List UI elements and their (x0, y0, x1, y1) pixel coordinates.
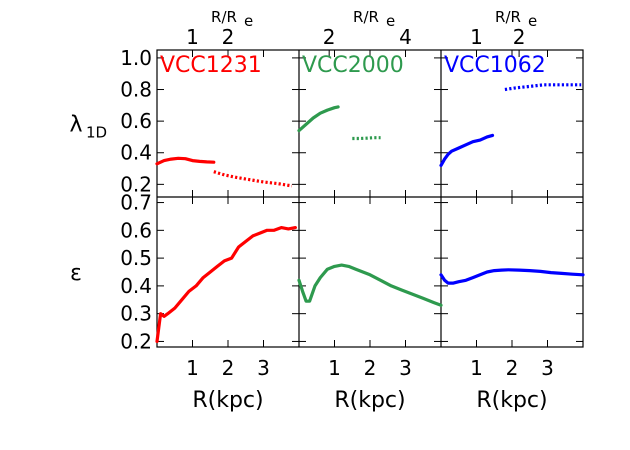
y-tick-label: 0.8 (120, 78, 152, 102)
y-tick-label: 0.2 (120, 172, 152, 196)
top-axis-label-sub: e (528, 12, 537, 30)
lambda-dotted-line (213, 170, 293, 188)
y-axis-label: ε (70, 261, 82, 286)
re-tick-label: 2 (323, 25, 336, 49)
x-tick-label: 1 (470, 356, 483, 380)
re-tick-label: 1 (186, 25, 199, 49)
x-axis-label: R(kpc) (334, 388, 405, 413)
top-axis-label: R/R (353, 8, 379, 26)
x-tick-label: 3 (541, 356, 554, 380)
x-axis-label: R(kpc) (192, 388, 263, 413)
axis-labels: 0.20.40.60.81.0λ 1D0.20.30.40.50.60.7ε1 2 3… (69, 8, 553, 413)
re-tick-label: 2 (222, 25, 235, 49)
galaxy-name: VCC1231 (160, 53, 262, 78)
y-tick-label: 0.2 (120, 329, 152, 353)
lambda-solid-line (439, 133, 495, 167)
x-tick-label: 3 (257, 356, 270, 380)
x-tick-label: 1 (186, 356, 199, 380)
y-tick-label: 0.6 (120, 109, 152, 133)
x-axis-label: R(kpc) (476, 388, 547, 413)
lambda-solid-line (297, 105, 340, 133)
y-tick-label: 0.6 (120, 218, 152, 242)
ellipticity-line (439, 268, 585, 285)
data-curves (155, 83, 585, 343)
ellipticity-line (155, 226, 297, 343)
y-tick-label: 0.5 (120, 246, 152, 270)
galaxy-name: VCC2000 (302, 53, 404, 78)
y-tick-label: 0.4 (120, 141, 152, 165)
lambda-dotted-line (352, 136, 381, 141)
x-tick-label: 2 (506, 356, 519, 380)
top-axis-label-sub: e (244, 12, 253, 30)
y-axis-label-sub: 1D (86, 124, 107, 142)
re-tick-label: 4 (399, 25, 412, 49)
lambda-solid-line (155, 156, 216, 166)
lambda-dotted-line (504, 83, 582, 92)
y-tick-label: 1.0 (120, 46, 152, 70)
x-tick-label: 1 (328, 356, 341, 380)
top-axis-label-sub: e (386, 12, 395, 30)
ellipticity-line (297, 263, 443, 307)
top-axis-label: R/R (495, 8, 521, 26)
x-tick-label: 3 (399, 356, 412, 380)
y-tick-label: 0.7 (120, 191, 152, 215)
y-axis-label: λ (69, 113, 82, 138)
y-tick-label: 0.4 (120, 274, 152, 298)
re-tick-label: 1 (470, 25, 483, 49)
re-tick-label: 2 (513, 25, 526, 49)
axis-ticks (157, 50, 583, 347)
y-tick-label: 0.3 (120, 302, 152, 326)
top-axis-label: R/R (211, 8, 237, 26)
x-tick-label: 2 (364, 356, 377, 380)
galaxy-name: VCC1062 (444, 53, 546, 78)
x-tick-label: 2 (222, 356, 235, 380)
